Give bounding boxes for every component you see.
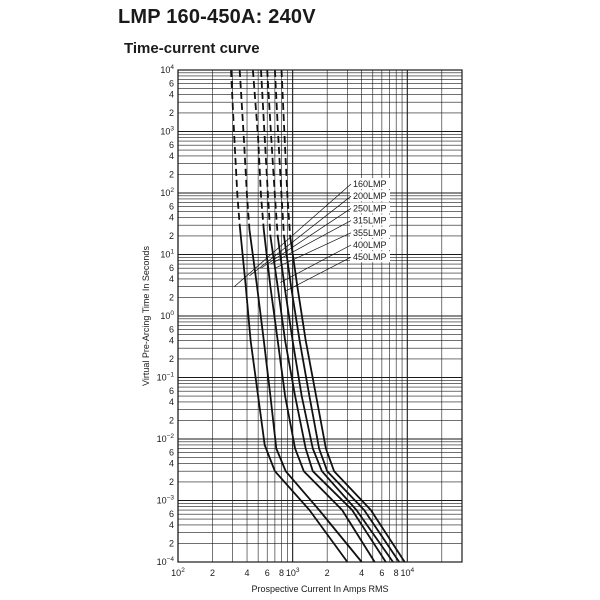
y-tick-label: 2 — [169, 538, 174, 548]
annotation-leader — [260, 208, 352, 269]
series-250lmp-line — [262, 229, 376, 563]
x-tick-label: 6 — [379, 568, 384, 578]
annotation-250lmp: 250LMP — [353, 203, 387, 213]
y-tick-label: 2 — [169, 231, 174, 241]
y-tick-label: 6 — [169, 79, 174, 89]
annotation-leader — [274, 232, 352, 269]
annotation-bg — [350, 190, 390, 202]
annotation-bg — [350, 226, 390, 238]
series-lines — [230, 69, 406, 563]
y-tick-label: 4 — [169, 274, 174, 284]
y-tick-label: 104 — [160, 64, 174, 75]
y-tick-label: 10−4 — [157, 556, 175, 567]
annotation-200lmp: 200LMP — [353, 191, 387, 201]
y-tick-label: 6 — [169, 140, 174, 150]
y-tick-label: 4 — [169, 335, 174, 345]
series-315lmp-line — [269, 235, 387, 563]
x-tick-label: 4 — [245, 568, 250, 578]
annotation-bg — [350, 251, 390, 263]
chart-subtitle: Time-current curve — [124, 40, 260, 57]
series-250lmp-dashed — [252, 69, 265, 231]
y-tick-label: 10−1 — [157, 372, 175, 383]
y-tick-label: 102 — [160, 187, 174, 198]
annotation-400lmp: 400LMP — [353, 240, 387, 250]
series-200lmp-dashed — [238, 69, 251, 231]
y-tick-label: 10−3 — [157, 495, 175, 506]
y-tick-label: 4 — [169, 397, 174, 407]
x-tick-label: 8 — [279, 568, 284, 578]
series-400lmp-dashed — [274, 69, 285, 237]
series-355lmp-dashed — [266, 69, 279, 237]
x-tick-label: 2 — [325, 568, 330, 578]
y-tick-label: 100 — [160, 310, 174, 321]
y-tick-label: 6 — [169, 386, 174, 396]
tick-labels: 102 2 4 6 8 103 2 4 6 8 10410−424610−324610−224610… — [157, 64, 415, 578]
annotation-bg — [350, 178, 390, 189]
x-tick-label: 102 — [171, 567, 185, 578]
y-axis-label: Virtual Pre-Arcing Time In Seconds — [141, 246, 151, 386]
series-450lmp-line — [289, 235, 406, 563]
y-tick-label: 4 — [169, 458, 174, 468]
x-tick-label: 103 — [286, 567, 300, 578]
y-tick-label: 6 — [169, 325, 174, 335]
y-tick-label: 2 — [169, 477, 174, 487]
annotation-bg — [350, 202, 390, 214]
series-160lmp-dashed — [230, 69, 241, 226]
y-tick-label: 6 — [169, 509, 174, 519]
y-tick-label: 6 — [169, 263, 174, 273]
series-160lmp-line — [238, 225, 349, 563]
y-tick-label: 4 — [169, 151, 174, 161]
annotation-leader — [234, 183, 352, 287]
annotation-355lmp: 355LMP — [353, 228, 387, 238]
y-tick-label: 103 — [160, 126, 174, 137]
x-tick-label: 2 — [210, 568, 215, 578]
series-315lmp-dashed — [260, 69, 272, 237]
annotation-315lmp: 315LMP — [353, 216, 387, 226]
series-450lmp-dashed — [280, 69, 291, 237]
annotation-leader — [270, 220, 352, 265]
plot-frame — [177, 69, 463, 563]
y-tick-label: 2 — [169, 415, 174, 425]
y-tick-label: 6 — [169, 202, 174, 212]
annotation-leader — [284, 256, 352, 292]
y-tick-label: 4 — [169, 212, 174, 222]
series-200lmp-line — [248, 229, 363, 563]
annotation-bg — [350, 239, 390, 250]
x-tick-label: 6 — [265, 568, 270, 578]
x-tick-label: 8 — [394, 568, 399, 578]
y-tick-label: 2 — [169, 354, 174, 364]
chart-title: LMP 160-450A: 240V — [118, 6, 316, 28]
series-400lmp-line — [283, 235, 400, 563]
annotation-leader — [280, 244, 352, 283]
y-tick-label: 6 — [169, 448, 174, 458]
annotation-bg — [350, 214, 390, 226]
y-tick-label: 2 — [169, 169, 174, 179]
x-tick-label: 4 — [359, 568, 364, 578]
x-tick-label: 104 — [400, 567, 414, 578]
y-tick-label: 10−2 — [157, 433, 175, 444]
series-355lmp-line — [276, 235, 394, 563]
y-tick-label: 2 — [169, 292, 174, 302]
annotation-450lmp: 450LMP — [353, 252, 387, 262]
annotation-leader — [249, 195, 352, 277]
annotations: 160LMP 200LMP 250LMP 315LMP 355LMP 400LMP 450L… — [234, 178, 390, 292]
y-tick-label: 101 — [160, 249, 174, 260]
y-tick-label: 2 — [169, 108, 174, 118]
y-tick-label: 4 — [169, 520, 174, 530]
y-tick-label: 4 — [169, 89, 174, 99]
annotation-160lmp: 160LMP — [353, 179, 387, 189]
x-axis-label: Prospective Current In Amps RMS — [251, 584, 388, 594]
